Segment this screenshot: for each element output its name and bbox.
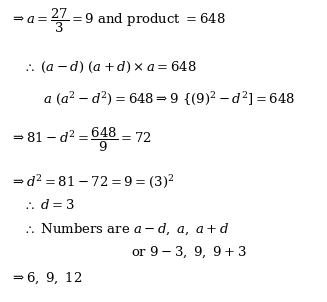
Text: $\Rightarrow d^2 = 81 - 72 = 9 = (3)^2$: $\Rightarrow d^2 = 81 - 72 = 9 = (3)^2$: [10, 173, 174, 190]
Text: $\Rightarrow 6,\ 9,\ 12$: $\Rightarrow 6,\ 9,\ 12$: [10, 270, 82, 286]
Text: $\therefore\ d = 3$: $\therefore\ d = 3$: [23, 198, 75, 212]
Text: $\Rightarrow a = \dfrac{27}{3} = 9$ and product $= 648$: $\Rightarrow a = \dfrac{27}{3} = 9$ and …: [10, 7, 226, 35]
Text: $\Rightarrow 81 - d^2 = \dfrac{648}{9} = 72$: $\Rightarrow 81 - d^2 = \dfrac{648}{9} =…: [10, 126, 151, 155]
Text: $\therefore\ $Numbers are $a - d,\ a,\ a + d$: $\therefore\ $Numbers are $a - d,\ a,\ a…: [23, 222, 229, 237]
Text: or $9 - 3,\ 9,\ 9 + 3$: or $9 - 3,\ 9,\ 9 + 3$: [131, 244, 247, 260]
Text: $\therefore\ (a-d)\ (a+d) \times a = 648$: $\therefore\ (a-d)\ (a+d) \times a = 648…: [23, 60, 197, 76]
Text: $a\ (a^2 - d^2) = 648 \Rightarrow 9\ \{(9)^2 - d^2] = 648$: $a\ (a^2 - d^2) = 648 \Rightarrow 9\ \{(…: [43, 90, 295, 107]
